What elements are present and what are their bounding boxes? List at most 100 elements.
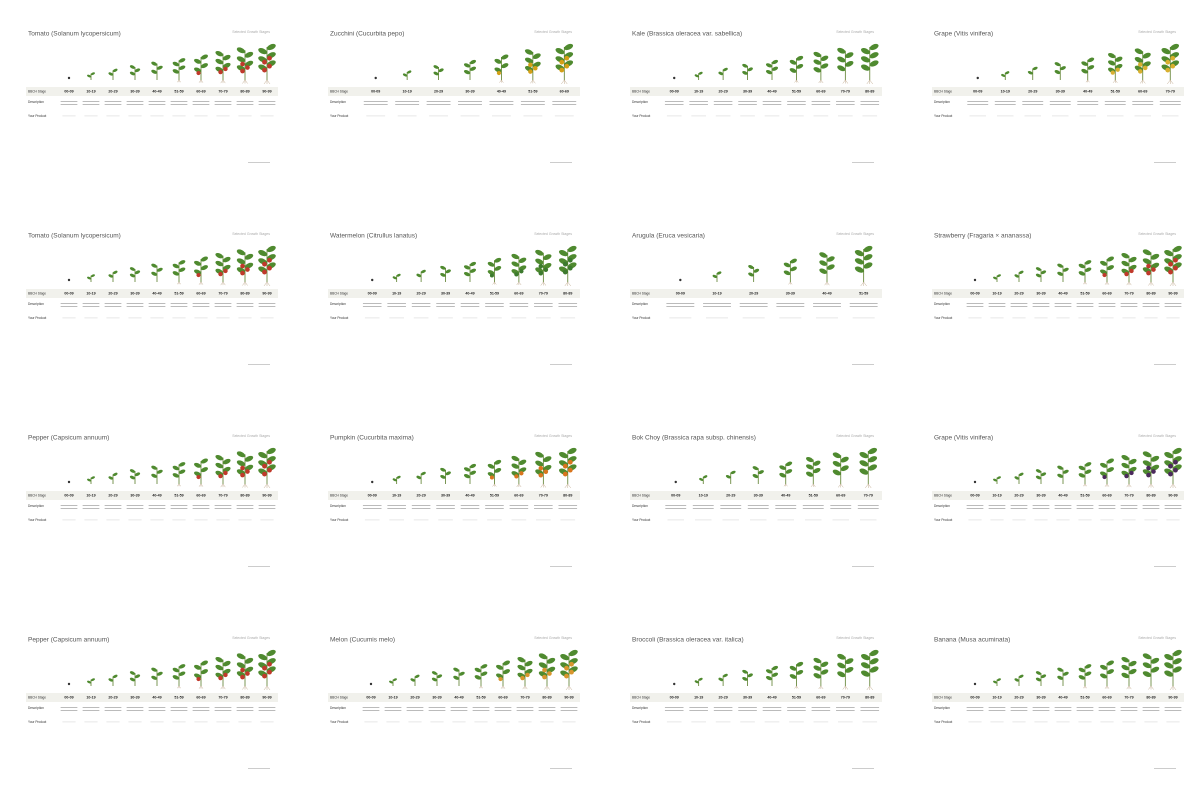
description-placeholder bbox=[849, 306, 878, 307]
row-label: Your Product bbox=[28, 114, 46, 118]
product-placeholder bbox=[62, 115, 76, 117]
stage-code: 30-39 bbox=[1036, 493, 1045, 497]
leaf bbox=[752, 474, 759, 479]
panel: Pepper (Capsicum annuum) Selected Growth … bbox=[26, 636, 278, 769]
leaf bbox=[445, 471, 451, 476]
product-placeholder bbox=[150, 115, 164, 117]
product-placeholder bbox=[862, 115, 878, 117]
leaf bbox=[1164, 662, 1174, 669]
row-label: Your Product bbox=[934, 720, 952, 724]
root bbox=[1148, 685, 1152, 690]
stage-code: 20-29 bbox=[749, 291, 758, 295]
stage-code: 51-59 bbox=[1080, 291, 1089, 295]
description-placeholder bbox=[148, 710, 166, 711]
leaf bbox=[258, 653, 268, 661]
product-placeholder bbox=[1166, 317, 1180, 319]
description-placeholder bbox=[192, 306, 210, 307]
product-placeholder bbox=[1166, 519, 1180, 521]
leaf bbox=[703, 475, 708, 479]
fruit bbox=[223, 66, 228, 72]
leaf bbox=[151, 667, 158, 672]
description-placeholder bbox=[170, 101, 188, 102]
leaf bbox=[458, 671, 465, 676]
description-placeholder bbox=[560, 707, 578, 708]
description-placeholder bbox=[362, 306, 382, 307]
stage-code: 51-59 bbox=[809, 493, 818, 497]
description-placeholder bbox=[384, 707, 402, 708]
leaf bbox=[1121, 260, 1130, 267]
row-label: BBCH Stage bbox=[330, 89, 348, 93]
description-placeholder bbox=[1098, 505, 1116, 506]
stage-row-bg bbox=[26, 87, 278, 96]
row-label: Your Product bbox=[632, 114, 650, 118]
leaf bbox=[469, 261, 477, 267]
root bbox=[532, 79, 536, 84]
root bbox=[222, 685, 226, 690]
leaf bbox=[416, 475, 422, 480]
seed bbox=[371, 278, 374, 282]
leaf bbox=[1032, 66, 1038, 71]
stage-code: 10-19 bbox=[1001, 89, 1010, 93]
leaf bbox=[1035, 469, 1042, 473]
description-placeholder bbox=[1132, 101, 1154, 102]
description-placeholder bbox=[1159, 101, 1181, 102]
description-placeholder bbox=[1010, 710, 1028, 711]
stage-code: 80-89 bbox=[1146, 291, 1155, 295]
row-label: Description bbox=[934, 302, 950, 306]
product-placeholder bbox=[106, 721, 120, 723]
description-placeholder bbox=[534, 306, 553, 307]
product-placeholder bbox=[128, 115, 142, 117]
description-placeholder bbox=[104, 505, 122, 506]
stage-code: 40-49 bbox=[465, 291, 474, 295]
description-placeholder bbox=[720, 505, 742, 506]
root bbox=[220, 685, 224, 690]
stage-code: 20-29 bbox=[417, 493, 426, 497]
product-placeholder bbox=[666, 721, 682, 723]
panel-corner-label: Selected Growth Stages bbox=[232, 636, 270, 640]
fruit bbox=[1115, 67, 1120, 72]
leaf bbox=[1078, 271, 1086, 276]
root bbox=[785, 483, 788, 487]
leaf bbox=[215, 58, 224, 65]
leaf bbox=[543, 465, 552, 471]
leaf bbox=[1164, 249, 1174, 257]
leaf bbox=[134, 472, 141, 477]
leaf bbox=[783, 262, 791, 268]
leaf bbox=[806, 464, 814, 470]
root bbox=[1083, 281, 1086, 285]
leaf bbox=[178, 58, 186, 63]
panel-corner-label: Selected Growth Stages bbox=[836, 636, 874, 640]
fruit bbox=[267, 63, 272, 69]
leaf bbox=[112, 68, 118, 72]
leaf bbox=[1057, 667, 1064, 672]
leaf bbox=[469, 463, 477, 469]
leaf bbox=[410, 678, 416, 682]
root bbox=[1083, 483, 1086, 487]
leaf bbox=[396, 475, 401, 479]
row-label: Description bbox=[28, 100, 44, 104]
description-placeholder bbox=[1032, 505, 1050, 506]
leaf bbox=[1084, 671, 1092, 676]
stage-code: 70-79 bbox=[520, 695, 529, 699]
stage-code: 30-39 bbox=[754, 493, 763, 497]
leaf bbox=[453, 667, 460, 672]
seed bbox=[67, 76, 71, 80]
stage-code: 80-89 bbox=[865, 89, 874, 93]
stage-code: 80-89 bbox=[240, 695, 249, 699]
leaf bbox=[414, 674, 420, 678]
leaf bbox=[1040, 270, 1047, 275]
leaf bbox=[837, 671, 846, 678]
panel-title: Tomato (Solanum lycopersicum) bbox=[28, 31, 121, 38]
leaf bbox=[108, 72, 114, 76]
leaf bbox=[151, 69, 158, 74]
product-placeholder bbox=[128, 721, 142, 723]
leaf bbox=[494, 468, 502, 473]
stage-code: 90-99 bbox=[262, 291, 271, 295]
leaf bbox=[236, 451, 246, 458]
leaf bbox=[1172, 666, 1182, 673]
footer-placeholder bbox=[1154, 566, 1176, 567]
fruit bbox=[245, 65, 250, 70]
description-placeholder bbox=[60, 306, 78, 307]
description-placeholder bbox=[1120, 306, 1138, 307]
leaf bbox=[172, 465, 180, 471]
